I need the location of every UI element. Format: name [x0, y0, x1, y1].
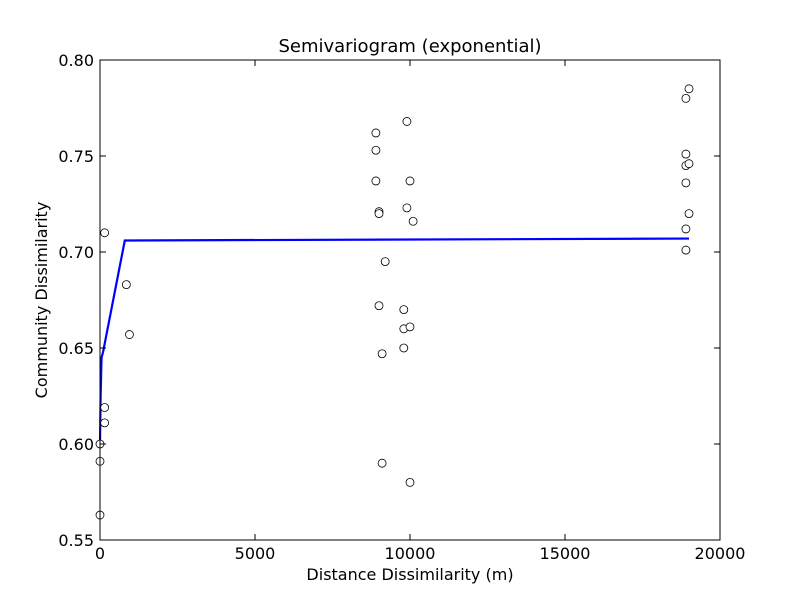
data-point	[121, 280, 131, 290]
y-tick-label: 0.65	[58, 339, 94, 358]
data-point	[100, 403, 110, 412]
data-point	[684, 209, 694, 219]
y-tick-label: 0.75	[58, 147, 94, 166]
series-layer	[95, 84, 694, 520]
x-tick-label: 10000	[385, 544, 436, 563]
ticks-layer: 0 5000 10000 15000 20000 0.55 0.60 0.65 0.70 0.75…	[58, 51, 745, 563]
x-axis-label: Distance Dissimilarity (m)	[306, 565, 513, 584]
y-tick-label: 0.55	[58, 531, 94, 550]
data-point	[681, 149, 691, 159]
data-point	[371, 145, 381, 155]
data-point	[684, 84, 694, 94]
data-point	[125, 330, 134, 339]
data-point	[681, 178, 691, 188]
y-axis-label: Community Dissimilarity	[32, 202, 51, 399]
data-point	[399, 343, 409, 353]
data-point	[374, 301, 384, 311]
data-point	[371, 128, 381, 138]
data-point	[380, 257, 390, 267]
y-tick-label: 0.70	[58, 243, 94, 262]
x-tick-label: 5000	[235, 544, 276, 563]
data-point	[405, 477, 415, 487]
data-point	[684, 159, 694, 169]
data-point	[100, 418, 110, 428]
plot-background	[100, 60, 720, 540]
data-point	[100, 228, 110, 238]
data-point	[405, 322, 415, 332]
data-point	[681, 94, 691, 103]
data-point	[681, 245, 691, 255]
data-point	[405, 176, 415, 186]
x-tick-label: 0	[95, 544, 105, 563]
model-fit-line	[98, 237, 690, 445]
y-tick-label: 0.80	[58, 51, 94, 70]
x-tick-label: 20000	[695, 544, 746, 563]
data-point	[408, 216, 418, 226]
data-point	[371, 176, 381, 186]
plot-area	[100, 60, 720, 540]
data-point	[377, 349, 387, 359]
chart-title: Semivariogram (exponential)	[278, 36, 541, 57]
y-tick-label: 0.60	[58, 435, 94, 454]
data-point	[402, 117, 412, 126]
x-tick-label: 15000	[540, 544, 591, 563]
data-point	[377, 458, 387, 468]
data-point	[402, 203, 412, 213]
data-point	[681, 224, 691, 234]
data-point	[399, 305, 409, 315]
data-point	[374, 209, 384, 219]
